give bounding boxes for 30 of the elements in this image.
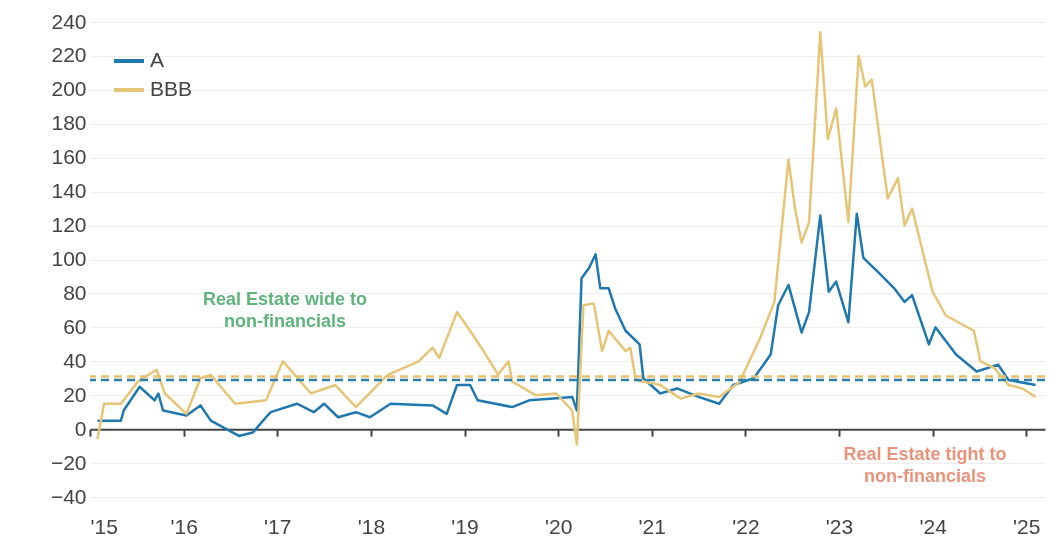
y-tick-label: 120 — [51, 213, 87, 237]
y-tick-label: 60 — [63, 314, 87, 338]
y-tick-label: 100 — [51, 247, 87, 270]
y-tick-label: 220 — [51, 43, 87, 67]
x-tick-label: '25 — [1013, 514, 1041, 538]
y-tick-label: 240 — [51, 9, 87, 33]
annotation: Real Estate tight to non-financials — [843, 444, 1007, 486]
x-tick-label: '24 — [919, 514, 948, 538]
x-tick-label: '19 — [451, 514, 479, 538]
y-tick-label: 200 — [51, 77, 87, 101]
y-tick-label: −20 — [50, 450, 87, 474]
x-tick-label: '15 — [90, 514, 118, 538]
annotation: Real Estate wide to non-financials — [202, 288, 368, 331]
x-tick-label: '20 — [544, 514, 573, 538]
legend-label: BBB — [150, 77, 193, 100]
y-tick-label: 80 — [63, 280, 87, 304]
x-tick-label: '21 — [638, 514, 666, 538]
x-tick-label: '23 — [825, 514, 854, 538]
y-tick-label: 0 — [74, 416, 87, 440]
y-tick-label: 20 — [63, 382, 87, 406]
y-tick-label: 180 — [51, 111, 87, 135]
x-tick-label: '17 — [264, 514, 292, 538]
y-tick-label: 40 — [63, 348, 87, 372]
x-tick-label: '16 — [170, 514, 198, 538]
y-tick-label: 160 — [51, 145, 87, 169]
x-tick-label: '22 — [732, 514, 760, 538]
legend-label: A — [150, 48, 165, 71]
x-tick-label: '18 — [357, 514, 386, 538]
y-tick-label: 140 — [51, 179, 87, 203]
y-tick-label: −40 — [50, 484, 87, 508]
